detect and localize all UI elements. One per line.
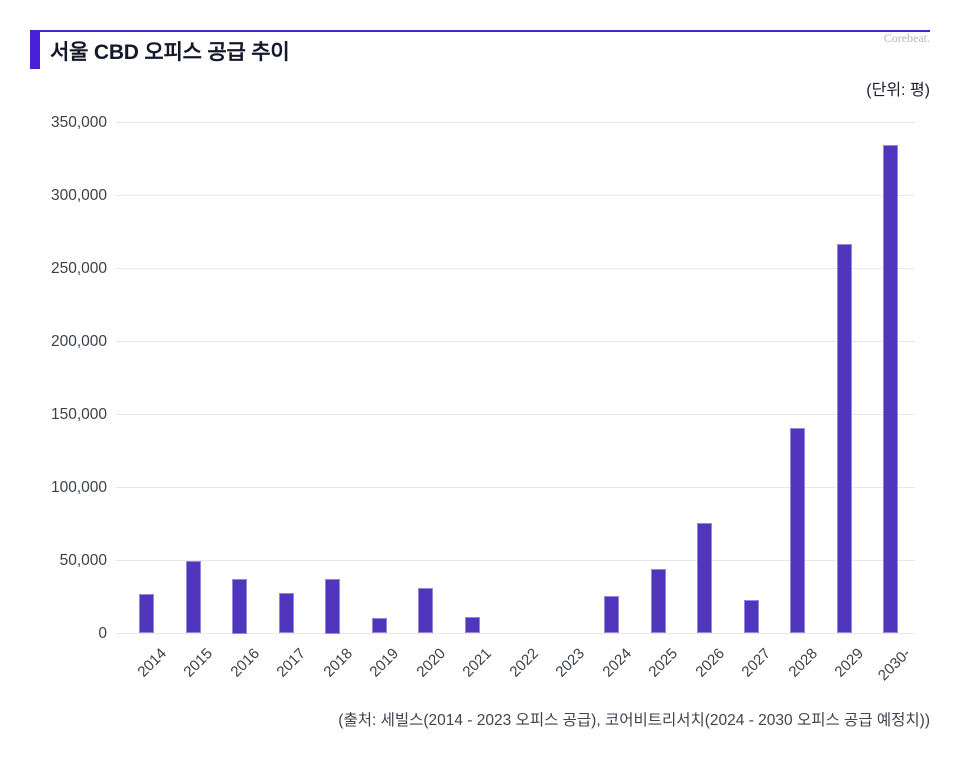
bar-2021 xyxy=(464,617,480,634)
gridline xyxy=(116,633,915,634)
x-axis-tick-label: 2021 xyxy=(459,644,496,681)
bar-2027 xyxy=(743,599,759,634)
bar-2026 xyxy=(697,523,713,634)
gridline xyxy=(116,560,915,561)
y-axis-tick-label: 350,000 xyxy=(50,113,107,131)
y-axis-tick-label: 0 xyxy=(98,624,107,642)
bar-2019 xyxy=(371,618,387,634)
page-title: 서울 CBD 오피스 공급 추이 xyxy=(50,41,290,64)
x-axis-tick-label: 2014 xyxy=(134,644,170,681)
x-axis-tick-label: 2028 xyxy=(785,644,821,681)
title-accent-bar xyxy=(30,32,40,69)
bar-2018 xyxy=(325,578,341,634)
x-axis-tick-label: 2023 xyxy=(552,644,589,681)
bar-2025 xyxy=(650,569,666,634)
gridline xyxy=(116,122,915,123)
unit-label: (단위: 평) xyxy=(866,82,930,99)
x-axis-tick-label: 2020 xyxy=(413,644,449,681)
x-axis-tick-label: 2026 xyxy=(692,644,728,681)
bar-2028 xyxy=(790,428,806,634)
x-axis-tick-label: 2024 xyxy=(599,644,635,681)
top-divider xyxy=(30,30,930,32)
x-axis-tick-label: 2016 xyxy=(227,644,263,681)
gridline xyxy=(116,414,915,415)
x-axis-tick-label: 2018 xyxy=(320,644,356,681)
x-axis-tick-label: 2030- xyxy=(874,644,914,684)
bar-2029 xyxy=(836,243,852,634)
x-axis-tick-label: 2015 xyxy=(180,644,217,681)
gridline xyxy=(116,268,915,269)
gridline xyxy=(116,195,915,196)
gridline xyxy=(116,341,915,342)
y-axis-tick-label: 300,000 xyxy=(50,186,107,204)
bar-2017 xyxy=(278,592,294,634)
bar-2016 xyxy=(232,578,248,634)
x-axis-tick-label: 2017 xyxy=(273,644,310,681)
y-axis-tick-label: 150,000 xyxy=(50,405,107,423)
x-axis-tick-label: 2027 xyxy=(738,644,775,681)
bar-2024 xyxy=(604,595,620,634)
x-axis-tick-label: 2022 xyxy=(506,644,542,681)
x-axis-tick-label: 2019 xyxy=(366,644,403,681)
y-axis-tick-label: 250,000 xyxy=(50,259,107,277)
y-axis-tick-label: 200,000 xyxy=(50,332,107,350)
source-note: (출처: 세빌스(2014 - 2023 오피스 공급), 코어비트리서치(20… xyxy=(338,712,930,729)
x-axis-tick-label: 2029 xyxy=(831,644,868,681)
y-axis-tick-label: 50,000 xyxy=(59,551,107,569)
gridline xyxy=(116,487,915,488)
bar-2030- xyxy=(883,145,899,634)
bar-2014 xyxy=(139,594,155,634)
x-axis-tick-label: 2025 xyxy=(645,644,682,681)
bar-2020 xyxy=(418,588,434,634)
brand-watermark: Corebeat. xyxy=(883,31,930,45)
bar-2015 xyxy=(185,561,201,634)
y-axis-tick-label: 100,000 xyxy=(50,478,107,496)
